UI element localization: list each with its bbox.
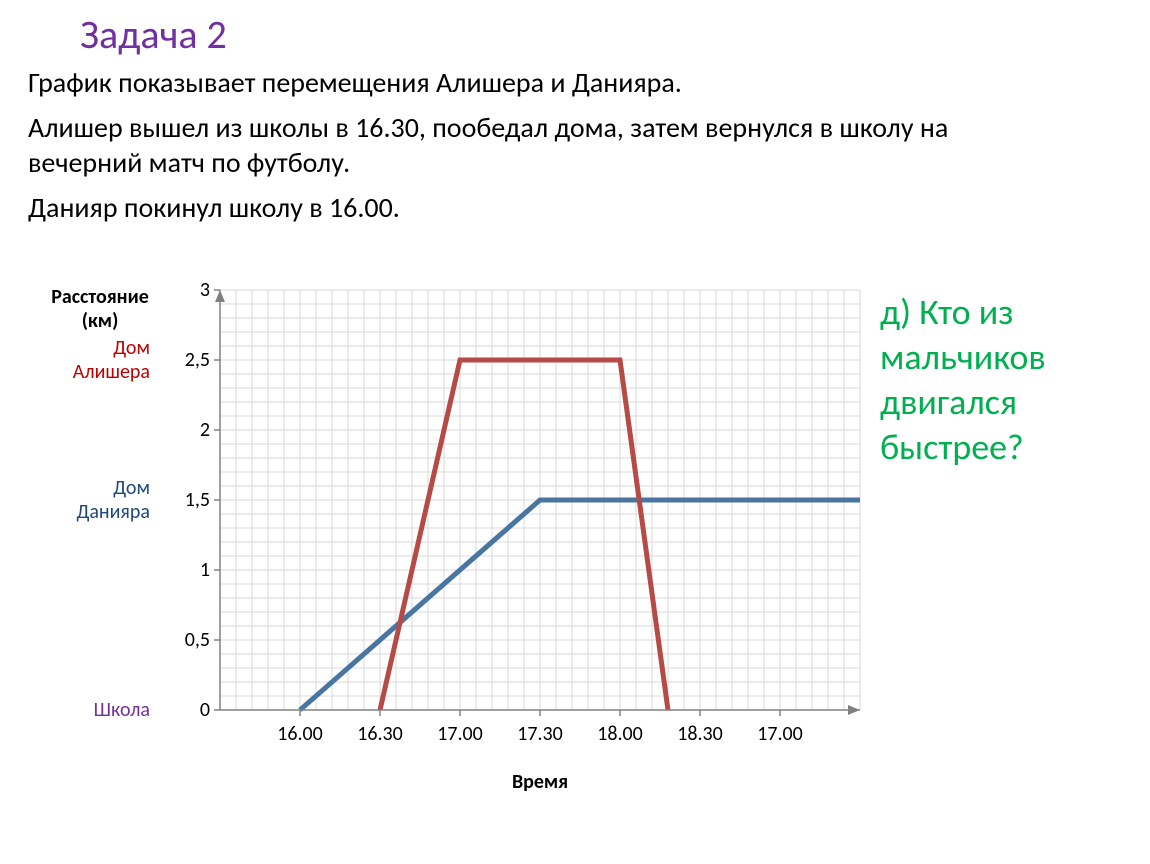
- x-tick-label: 16.30: [357, 722, 403, 746]
- y-tick-label: 2: [170, 418, 210, 442]
- x-tick-label: 16.00: [277, 722, 323, 746]
- y-tick-label: 0: [170, 698, 210, 722]
- slide-title: Задача 2: [80, 10, 227, 59]
- x-axis-title: Время: [490, 770, 590, 794]
- y-tick-label: 1: [170, 558, 210, 582]
- y-axis-title: Расстояние (км): [20, 285, 180, 333]
- x-tick-label: 17.00: [757, 722, 803, 746]
- x-tick-label: 18.30: [677, 722, 723, 746]
- y-tick-label: 0,5: [170, 628, 210, 652]
- y-tick-label: 3: [170, 278, 210, 302]
- y-side-label: ДомАлишера: [20, 336, 150, 384]
- y-axis-title-line1: Расстояние: [51, 285, 149, 309]
- y-tick-label: 1,5: [170, 488, 210, 512]
- y-axis-arrow: [215, 290, 225, 302]
- y-axis-title-line2: (км): [82, 309, 119, 333]
- y-side-label: ДомДанияра: [20, 476, 150, 524]
- y-tick-label: 2,5: [170, 348, 210, 372]
- series-daniyar: [300, 500, 860, 710]
- x-axis-arrow: [848, 705, 860, 715]
- paragraph-1: График показывает перемещения Алишера и …: [28, 65, 1118, 100]
- question-text: д) Кто из мальчиков двигался быстрее?: [880, 290, 1130, 470]
- y-side-label: Школа: [20, 698, 150, 722]
- paragraph-2: Алишер вышел из школы в 16.30, пообедал …: [28, 110, 1028, 180]
- chart-container: Расстояние (км) ДомАлишера ДомДанияра Школ…: [20, 280, 880, 845]
- paragraph-3: Данияр покинул школу в 16.00.: [28, 190, 1118, 225]
- x-tick-label: 17.00: [437, 722, 483, 746]
- x-tick-label: 18.00: [597, 722, 643, 746]
- x-tick-label: 17.30: [517, 722, 563, 746]
